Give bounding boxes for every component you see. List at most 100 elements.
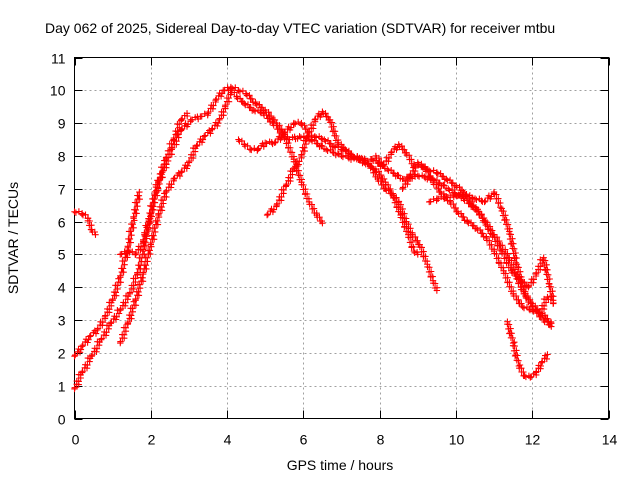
data-point (107, 320, 114, 327)
x-tick-label: 8 (377, 432, 385, 448)
point-trail (126, 248, 139, 258)
data-point (433, 287, 441, 294)
point-trail (216, 105, 229, 122)
data-point (452, 192, 460, 199)
data-point (262, 139, 269, 147)
data-point (200, 133, 208, 140)
point-trail (326, 119, 342, 144)
point-trail (118, 248, 131, 258)
point-trail (427, 196, 440, 205)
data-point (212, 96, 219, 104)
point-trail (229, 84, 242, 94)
point-trail (221, 84, 234, 94)
point-trail (424, 263, 436, 281)
point-trail (234, 95, 246, 106)
data-point (132, 251, 139, 258)
point-trail (434, 170, 448, 183)
point-trail (124, 298, 140, 326)
x-tick-label: 4 (224, 432, 232, 448)
point-trail (109, 275, 124, 303)
x-tick-label: 2 (148, 432, 156, 448)
axis-ticks (74, 57, 610, 420)
point-trail (179, 112, 191, 122)
point-trail (298, 181, 313, 202)
point-trail (140, 243, 155, 276)
data-point (548, 320, 555, 327)
point-trail (171, 169, 184, 182)
point-trail (415, 160, 428, 171)
point-trail (198, 110, 211, 120)
point-trail (89, 228, 98, 236)
grid-lines (74, 57, 609, 419)
point-trail (306, 201, 320, 217)
point-trail (479, 217, 494, 237)
point-trail (506, 230, 520, 266)
x-tick-labels: 0 2 4 6 8 10 12 14 (72, 432, 618, 448)
y-tick-label: 1 (58, 379, 66, 395)
point-trail (533, 362, 544, 375)
point-trail (498, 207, 513, 233)
data-point (549, 300, 557, 307)
point-trail (411, 249, 421, 256)
point-trail (147, 181, 162, 217)
point-trail (140, 215, 154, 243)
point-trail (117, 321, 131, 345)
point-trail (248, 145, 261, 154)
data-point (414, 251, 421, 258)
point-trail (194, 135, 207, 149)
point-trail (117, 292, 132, 313)
y-axis-label: SDTVAR / TECUs (5, 182, 21, 294)
point-trail (510, 292, 525, 307)
data-point (178, 116, 185, 124)
point-trail (324, 146, 342, 159)
point-trail (390, 194, 403, 205)
point-trail (242, 101, 256, 114)
point-trail (130, 192, 143, 220)
data-point (124, 247, 132, 255)
data-point (78, 343, 86, 350)
point-trail (489, 233, 504, 254)
point-trail (236, 137, 248, 148)
series-arc-6 (235, 108, 421, 258)
point-trail (178, 162, 191, 175)
point-trail (98, 322, 113, 342)
data-point (271, 139, 278, 147)
data-point (170, 175, 177, 183)
data-point (544, 351, 551, 358)
x-tick-label: 14 (602, 432, 618, 448)
point-trail (383, 187, 395, 197)
point-trail (312, 110, 325, 123)
chart-title: Day 062 of 2025, Sidereal Day-to-day VTE… (45, 20, 555, 36)
x-tick-label: 10 (449, 432, 465, 448)
point-trail (504, 321, 518, 346)
point-trail (209, 119, 222, 132)
y-tick-label: 2 (58, 346, 66, 362)
point-trail (186, 144, 199, 165)
data-point (235, 87, 242, 94)
point-trail (545, 296, 557, 307)
data-point (86, 333, 93, 340)
series-arc-7 (263, 132, 441, 294)
point-trail (72, 345, 85, 359)
point-trail (79, 354, 94, 375)
data-point (178, 169, 185, 176)
point-trail (89, 338, 103, 359)
x-tick-label: 0 (72, 432, 80, 448)
point-trail (155, 190, 170, 217)
data-points (71, 83, 557, 393)
point-trail (283, 167, 296, 188)
point-trail (470, 204, 485, 219)
data-point (319, 220, 326, 227)
point-trail (430, 280, 441, 292)
x-tick-label: 6 (300, 432, 308, 448)
point-trail (525, 272, 540, 290)
data-point (330, 142, 338, 150)
series-arc-8 (372, 141, 557, 304)
point-trail (322, 137, 336, 150)
point-trail (509, 342, 524, 369)
series-arc-5 (117, 110, 191, 258)
point-trail (84, 217, 95, 233)
data-point (92, 231, 99, 238)
data-point (162, 188, 170, 196)
